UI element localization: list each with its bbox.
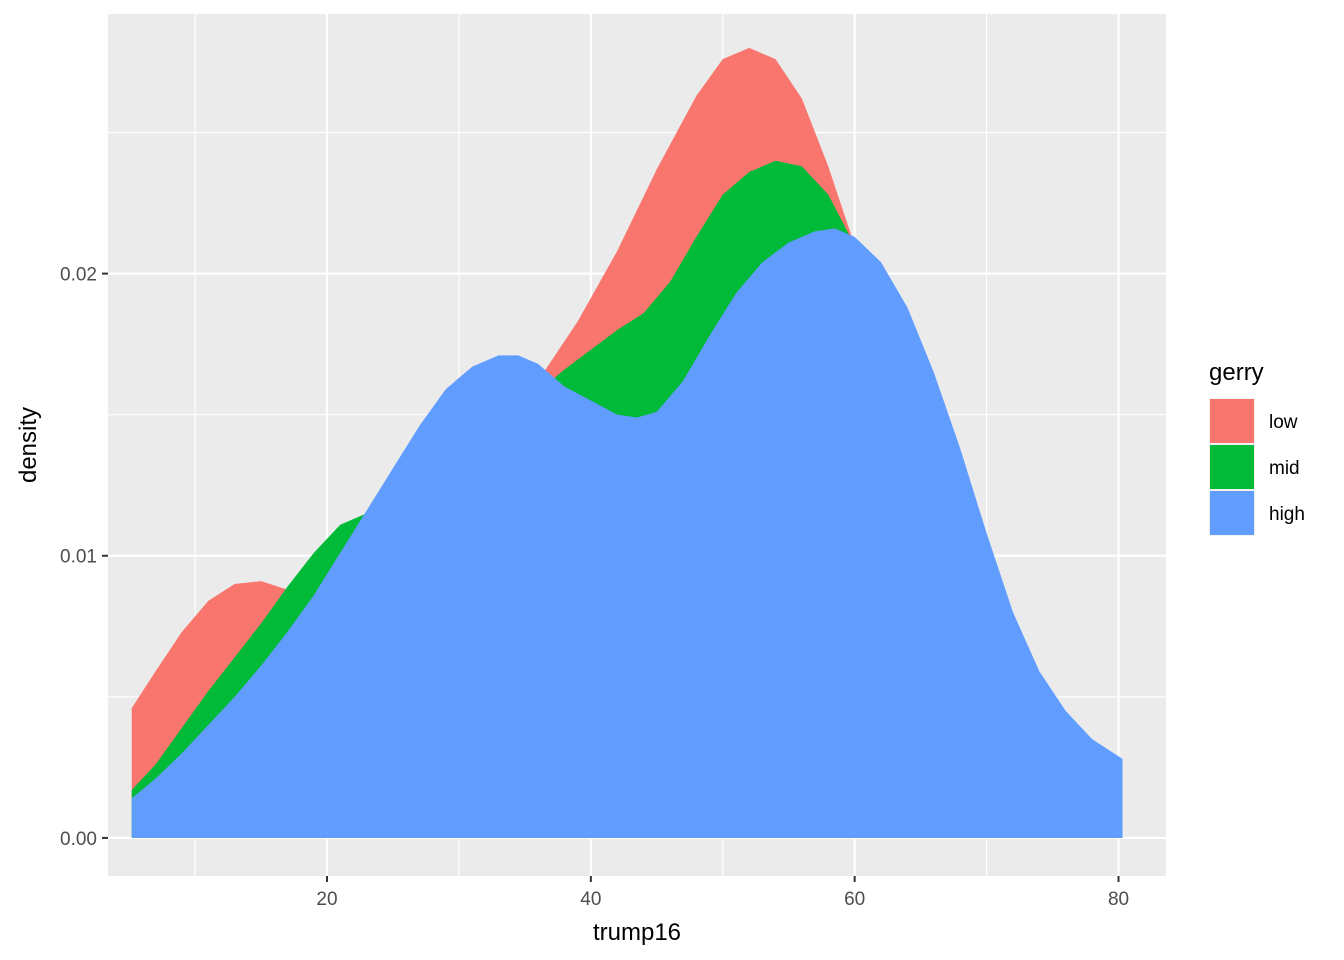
legend-title: gerry	[1209, 359, 1264, 386]
y-tick-label: 0.00	[60, 829, 97, 850]
x-tick-label: 80	[1108, 889, 1129, 910]
y-tick-label: 0.02	[60, 265, 97, 286]
legend-key-low	[1210, 399, 1254, 443]
x-tick-label: 20	[316, 889, 337, 910]
legend-key-mid	[1210, 445, 1254, 489]
x-tick-label: 60	[844, 889, 865, 910]
legend: gerry low mid high	[1209, 359, 1305, 536]
legend-label-high: high	[1269, 504, 1305, 525]
y-axis: 0.00 0.01 0.02	[60, 265, 108, 850]
legend-key-high	[1210, 491, 1254, 535]
density-areas	[131, 47, 1123, 838]
x-axis: 20 40 60 80	[316, 876, 1129, 910]
x-tick-label: 40	[580, 889, 601, 910]
y-axis-title: density	[15, 407, 42, 483]
y-tick-label: 0.01	[60, 547, 97, 568]
legend-label-mid: mid	[1269, 458, 1300, 479]
density-area-high	[131, 228, 1123, 838]
x-axis-title: trump16	[593, 919, 681, 946]
legend-label-low: low	[1269, 412, 1298, 433]
